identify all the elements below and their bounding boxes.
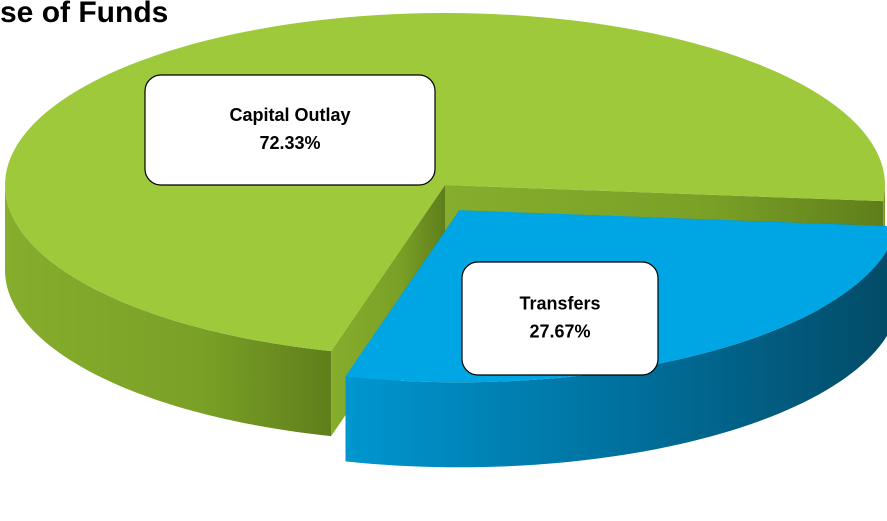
slice-wall bbox=[345, 250, 887, 468]
slice-label: Transfers bbox=[519, 293, 600, 313]
slice-label: Capital Outlay bbox=[229, 105, 350, 125]
label-box bbox=[144, 74, 436, 186]
slice-value-label: 27.67% bbox=[529, 321, 590, 341]
label-box bbox=[461, 261, 659, 376]
slice-value-label: 72.33% bbox=[259, 133, 320, 153]
chart-title: se of Funds bbox=[0, 0, 168, 29]
pie bbox=[5, 13, 887, 468]
slice-wall bbox=[5, 185, 332, 437]
